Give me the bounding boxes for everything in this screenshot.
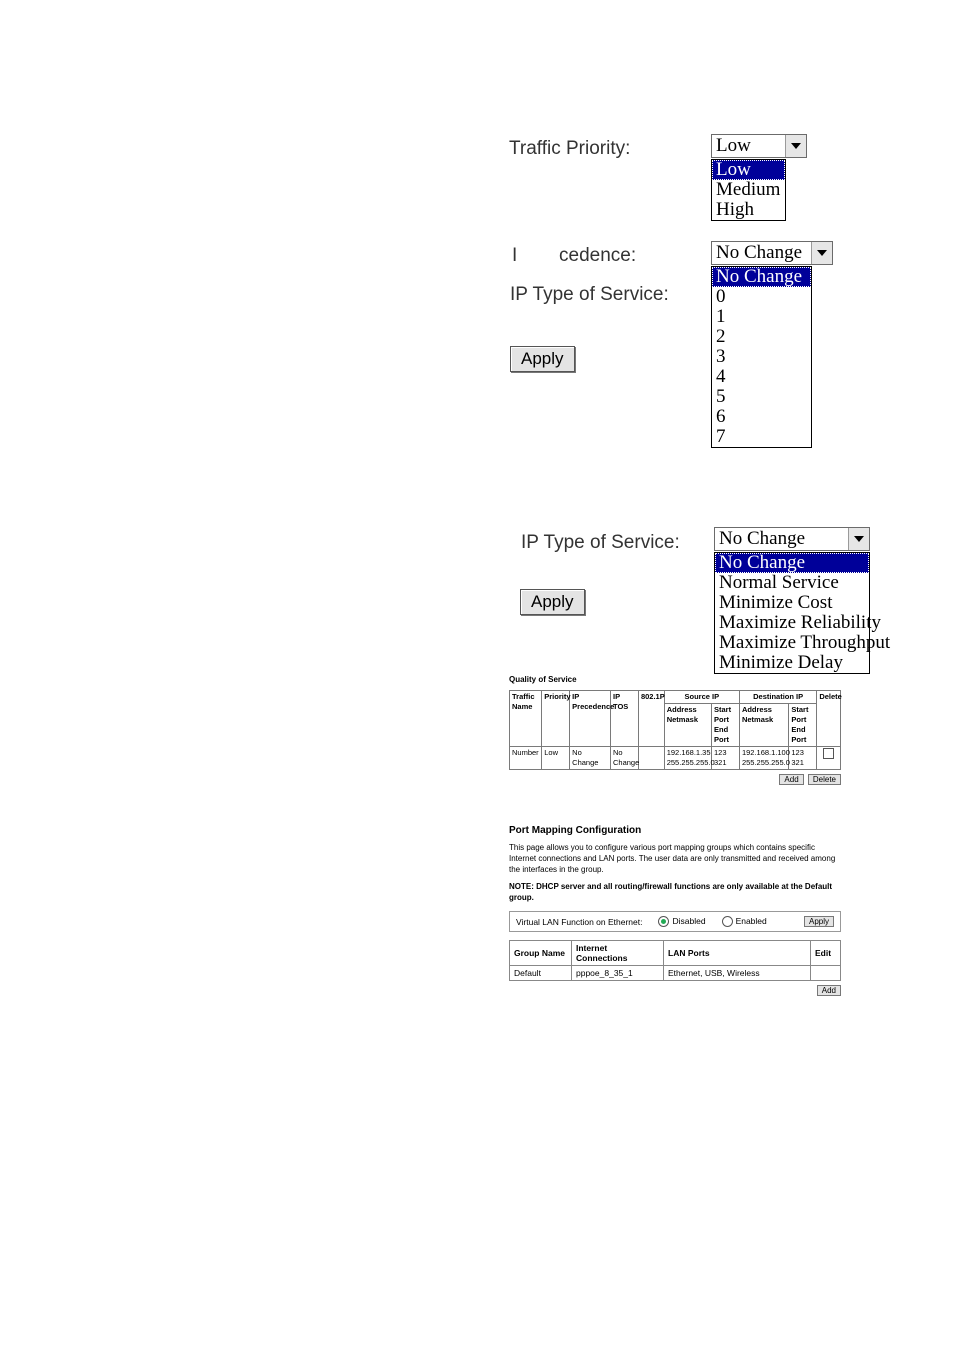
apply-button-2[interactable]: Apply bbox=[520, 589, 585, 615]
dropdown-option[interactable]: Low bbox=[712, 160, 785, 180]
vlan-apply-button[interactable]: Apply bbox=[804, 916, 834, 927]
dropdown-option[interactable]: Maximize Throughput bbox=[715, 633, 869, 653]
traffic-priority-label: Traffic Priority: bbox=[509, 138, 630, 160]
traffic-priority-select[interactable]: Low bbox=[711, 134, 807, 158]
col-dest-ip: Destination IP bbox=[739, 691, 816, 704]
ip-tos-value: No Change bbox=[715, 528, 848, 550]
col-dst-addr-mask: Address Netmask bbox=[739, 704, 788, 747]
dropdown-option[interactable]: 7 bbox=[712, 427, 811, 447]
col-lan: LAN Ports bbox=[664, 941, 811, 966]
cell-dst-ports: 123 321 bbox=[789, 747, 817, 770]
chevron-down-icon bbox=[811, 242, 832, 264]
vlan-enabled-label: Enabled bbox=[736, 916, 767, 926]
dropdown-option[interactable]: Medium bbox=[712, 180, 785, 200]
cell-edit bbox=[811, 966, 841, 981]
cell-lan: Ethernet, USB, Wireless bbox=[664, 966, 811, 981]
cell-ip-precedence: No Change bbox=[570, 747, 611, 770]
col-src-addr-mask: Address Netmask bbox=[664, 704, 711, 747]
ip-precedence-options[interactable]: No Change01234567 bbox=[711, 266, 812, 448]
cell-internet: pppoe_8_35_1 bbox=[572, 966, 664, 981]
dropdown-option[interactable]: 1 bbox=[712, 307, 811, 327]
dropdown-option[interactable]: Maximize Reliability bbox=[715, 613, 869, 633]
col-edit: Edit bbox=[811, 941, 841, 966]
delete-checkbox[interactable] bbox=[823, 748, 834, 759]
pm-add-button[interactable]: Add bbox=[817, 985, 841, 996]
cell-ip-tos: No Change bbox=[611, 747, 639, 770]
dropdown-option[interactable]: 2 bbox=[712, 327, 811, 347]
col-traffic-name: Traffic Name bbox=[510, 691, 542, 747]
dropdown-option[interactable]: Minimize Cost bbox=[715, 593, 869, 613]
vlan-row: Virtual LAN Function on Ethernet: Disabl… bbox=[509, 911, 841, 932]
ip-precedence-select[interactable]: No Change bbox=[711, 241, 833, 265]
ip-precedence-label-frag1: I bbox=[512, 245, 517, 267]
col-src-ports: Start Port End Port bbox=[711, 704, 739, 747]
ip-precedence-label-frag2: cedence: bbox=[559, 245, 636, 267]
chevron-down-icon bbox=[785, 135, 806, 157]
dropdown-option[interactable]: No Change bbox=[715, 553, 869, 573]
col-internet: Internet Connections bbox=[572, 941, 664, 966]
ip-tos-label-2: IP Type of Service: bbox=[521, 532, 680, 554]
dropdown-option[interactable]: 5 bbox=[712, 387, 811, 407]
dropdown-option[interactable]: High bbox=[712, 200, 785, 220]
dropdown-option[interactable]: 3 bbox=[712, 347, 811, 367]
dropdown-option[interactable]: 6 bbox=[712, 407, 811, 427]
table-row: Default pppoe_8_35_1 Ethernet, USB, Wire… bbox=[510, 966, 841, 981]
apply-button[interactable]: Apply bbox=[510, 346, 575, 372]
table-row: Traffic Name Priority IP Precedence IP T… bbox=[510, 691, 841, 704]
ip-tos-select[interactable]: No Change bbox=[714, 527, 870, 551]
radio-icon bbox=[722, 916, 733, 927]
vlan-disabled-radio[interactable]: Disabled bbox=[658, 916, 705, 927]
cell-priority: Low bbox=[542, 747, 570, 770]
qos-title: Quality of Service bbox=[509, 675, 841, 684]
pm-title: Port Mapping Configuration bbox=[509, 825, 841, 836]
pm-desc: This page allows you to configure variou… bbox=[509, 842, 841, 875]
col-delete: Delete bbox=[817, 691, 841, 747]
vlan-disabled-label: Disabled bbox=[672, 916, 705, 926]
table-row: Number Low No Change No Change 192.168.1… bbox=[510, 747, 841, 770]
col-priority: Priority bbox=[542, 691, 570, 747]
cell-8021p bbox=[638, 747, 664, 770]
qos-add-button[interactable]: Add bbox=[779, 774, 803, 785]
ip-tos-options[interactable]: No ChangeNormal ServiceMinimize CostMaxi… bbox=[714, 552, 870, 674]
col-ip-tos: IP TOS bbox=[611, 691, 639, 747]
table-row: Group Name Internet Connections LAN Port… bbox=[510, 941, 841, 966]
col-source-ip: Source IP bbox=[664, 691, 739, 704]
pm-note: NOTE: DHCP server and all routing/firewa… bbox=[509, 881, 841, 903]
dropdown-option[interactable]: Minimize Delay bbox=[715, 653, 869, 673]
qos-section: Quality of Service Traffic Name Priority… bbox=[509, 675, 841, 785]
ip-tos-label-1: IP Type of Service: bbox=[510, 284, 669, 306]
traffic-priority-value: Low bbox=[712, 135, 785, 157]
cell-group-name: Default bbox=[510, 966, 572, 981]
qos-delete-button[interactable]: Delete bbox=[808, 774, 841, 785]
radio-icon bbox=[658, 916, 669, 927]
dropdown-option[interactable]: Normal Service bbox=[715, 573, 869, 593]
qos-table: Traffic Name Priority IP Precedence IP T… bbox=[509, 690, 841, 770]
cell-src-addr: 192.168.1.35 255.255.255.0 bbox=[664, 747, 711, 770]
col-ip-precedence: IP Precedence bbox=[570, 691, 611, 747]
cell-src-ports: 123 321 bbox=[711, 747, 739, 770]
vlan-enabled-radio[interactable]: Enabled bbox=[722, 916, 767, 927]
ip-precedence-value: No Change bbox=[712, 242, 811, 264]
col-group-name: Group Name bbox=[510, 941, 572, 966]
pm-table: Group Name Internet Connections LAN Port… bbox=[509, 940, 841, 981]
dropdown-option[interactable]: 0 bbox=[712, 287, 811, 307]
cell-traffic-name: Number bbox=[510, 747, 542, 770]
col-8021p: 802.1P bbox=[638, 691, 664, 747]
col-dst-ports: Start Port End Port bbox=[789, 704, 817, 747]
traffic-priority-options[interactable]: LowMediumHigh bbox=[711, 159, 786, 221]
chevron-down-icon bbox=[848, 528, 869, 550]
cell-dst-addr: 192.168.1.100 255.255.255.0 bbox=[739, 747, 788, 770]
cell-delete bbox=[817, 747, 841, 770]
dropdown-option[interactable]: No Change bbox=[712, 267, 811, 287]
vlan-label: Virtual LAN Function on Ethernet: bbox=[516, 917, 642, 927]
port-mapping-section: Port Mapping Configuration This page all… bbox=[509, 825, 841, 996]
dropdown-option[interactable]: 4 bbox=[712, 367, 811, 387]
